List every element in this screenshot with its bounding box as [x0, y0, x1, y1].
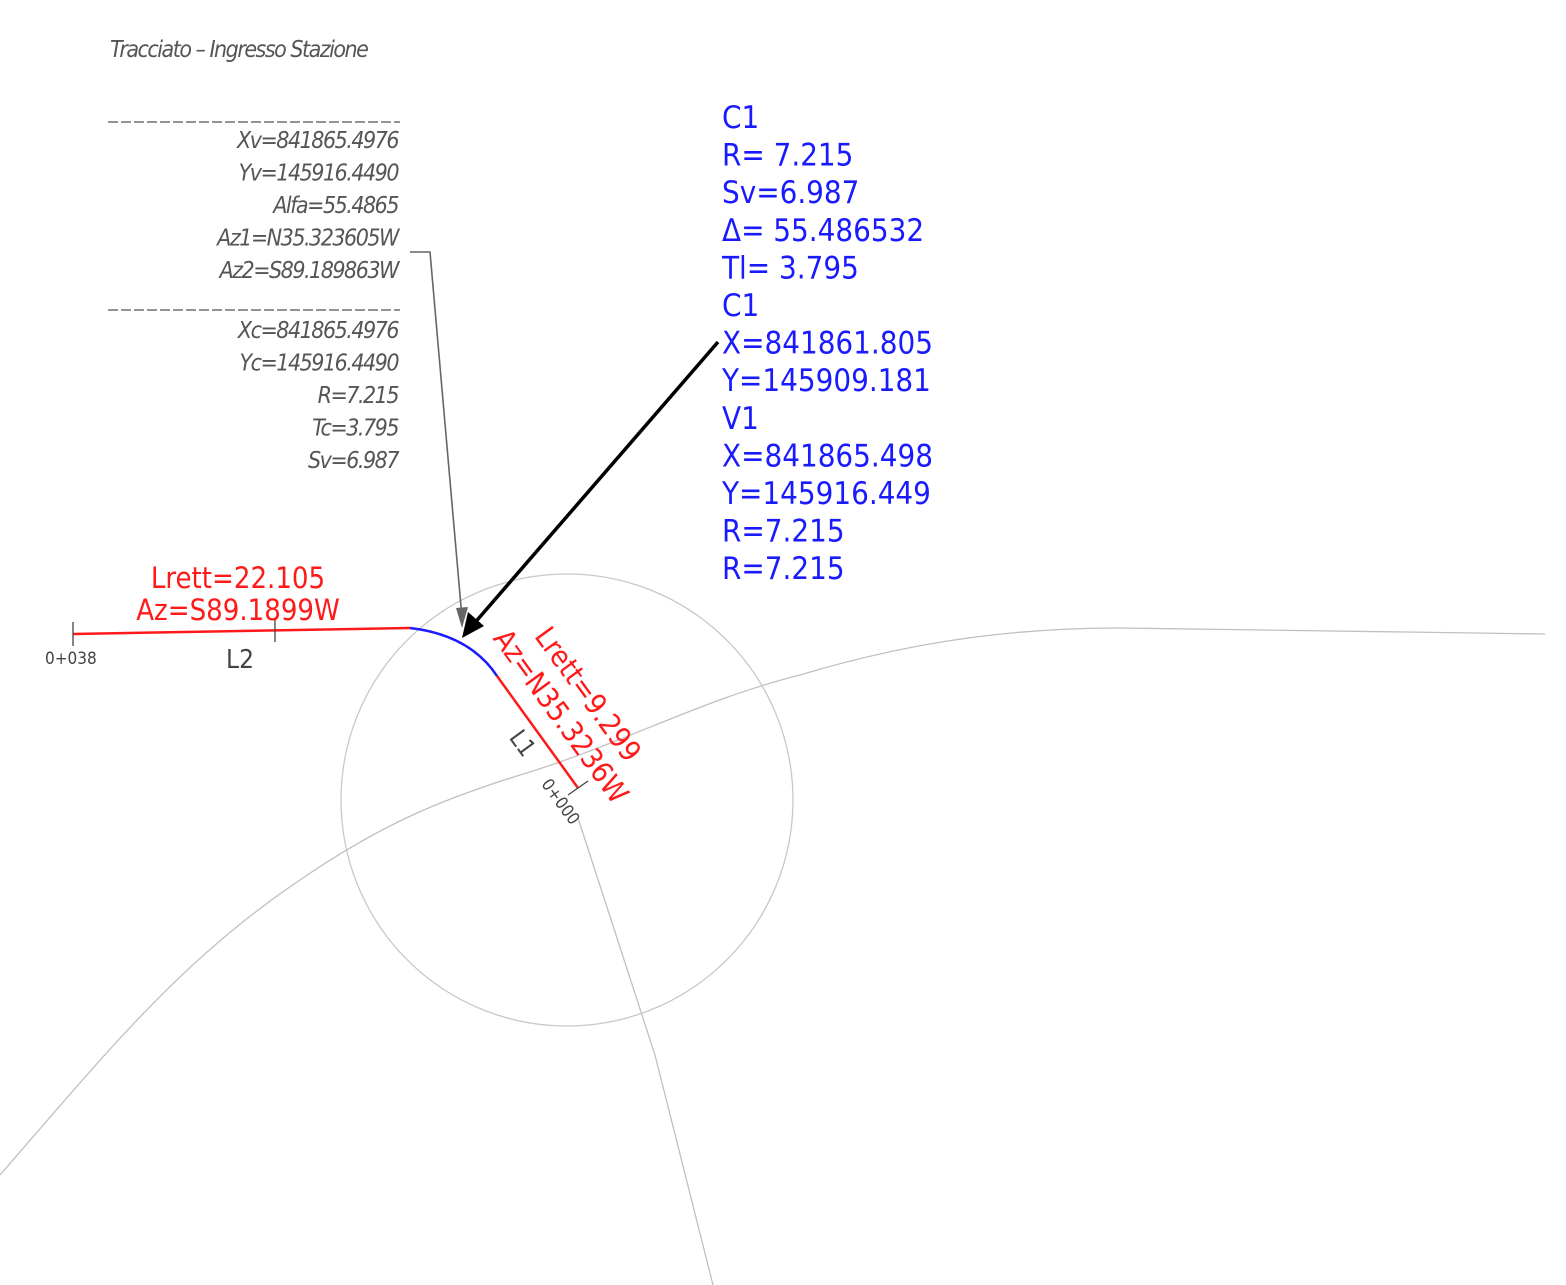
station-label: 0+038: [45, 649, 97, 669]
segment-l1: [495, 675, 580, 789]
center-field: Xc=841865.4976: [237, 318, 399, 344]
curve-field: Y=145909.181: [721, 363, 931, 399]
title: Tracciato – Ingresso Stazione: [110, 37, 368, 63]
curve-field: C1: [722, 288, 759, 324]
curve-c1: [409, 626, 499, 677]
vertex-field: Yv=145916.4490: [239, 161, 400, 187]
curve-field: V1: [722, 401, 759, 437]
pointer-line: [470, 340, 720, 628]
center-field: Sv=6.987: [308, 448, 399, 474]
pointer-arrow: [462, 612, 484, 638]
center-block: Xc=841865.4976 Yc=145916.4490 R=7.215 Tc=3.…: [237, 318, 401, 474]
curve-field: Y=145916.449: [721, 476, 931, 512]
vertex-field: Az2=S89.189863W: [218, 258, 402, 284]
center-field: Yc=145916.4490: [239, 351, 399, 377]
vertex-field: Xv=841865.4976: [236, 128, 399, 154]
segment-length: Lrett=22.105: [151, 561, 325, 595]
station-label: 0+000: [537, 775, 584, 829]
radial-line: [577, 817, 714, 1285]
segment-azimuth: Az=S89.1899W: [136, 593, 340, 627]
curve-field: R=7.215: [722, 514, 845, 550]
station-tick: [567, 780, 589, 796]
curve-field: C1: [722, 100, 759, 136]
curve-field: Δ= 55.486532: [722, 213, 924, 249]
curve-field: X=841865.498: [722, 438, 933, 474]
curve-field: Tl= 3.795: [721, 250, 859, 286]
vertex-field: Alfa=55.4865: [271, 193, 399, 219]
leader-arrow: [456, 607, 468, 628]
segment-l2: [72, 626, 411, 636]
segment-name: L2: [226, 645, 254, 675]
curve-field: R= 7.215: [722, 138, 853, 174]
curve-circle: [340, 573, 794, 1027]
leader-line: [410, 251, 463, 619]
center-field: R=7.215: [318, 383, 400, 409]
center-field: Tc=3.795: [312, 416, 399, 442]
curve-field: R=7.215: [722, 551, 845, 587]
alignment-curve: [0, 627, 1546, 1176]
curve-field: Sv=6.987: [722, 175, 859, 211]
vertex-field: Az1=N35.323605W: [215, 226, 401, 252]
curve-field: X=841861.805: [722, 326, 933, 362]
vertex-block: Xv=841865.4976 Yv=145916.4490 Alfa=55.4865…: [215, 128, 402, 284]
